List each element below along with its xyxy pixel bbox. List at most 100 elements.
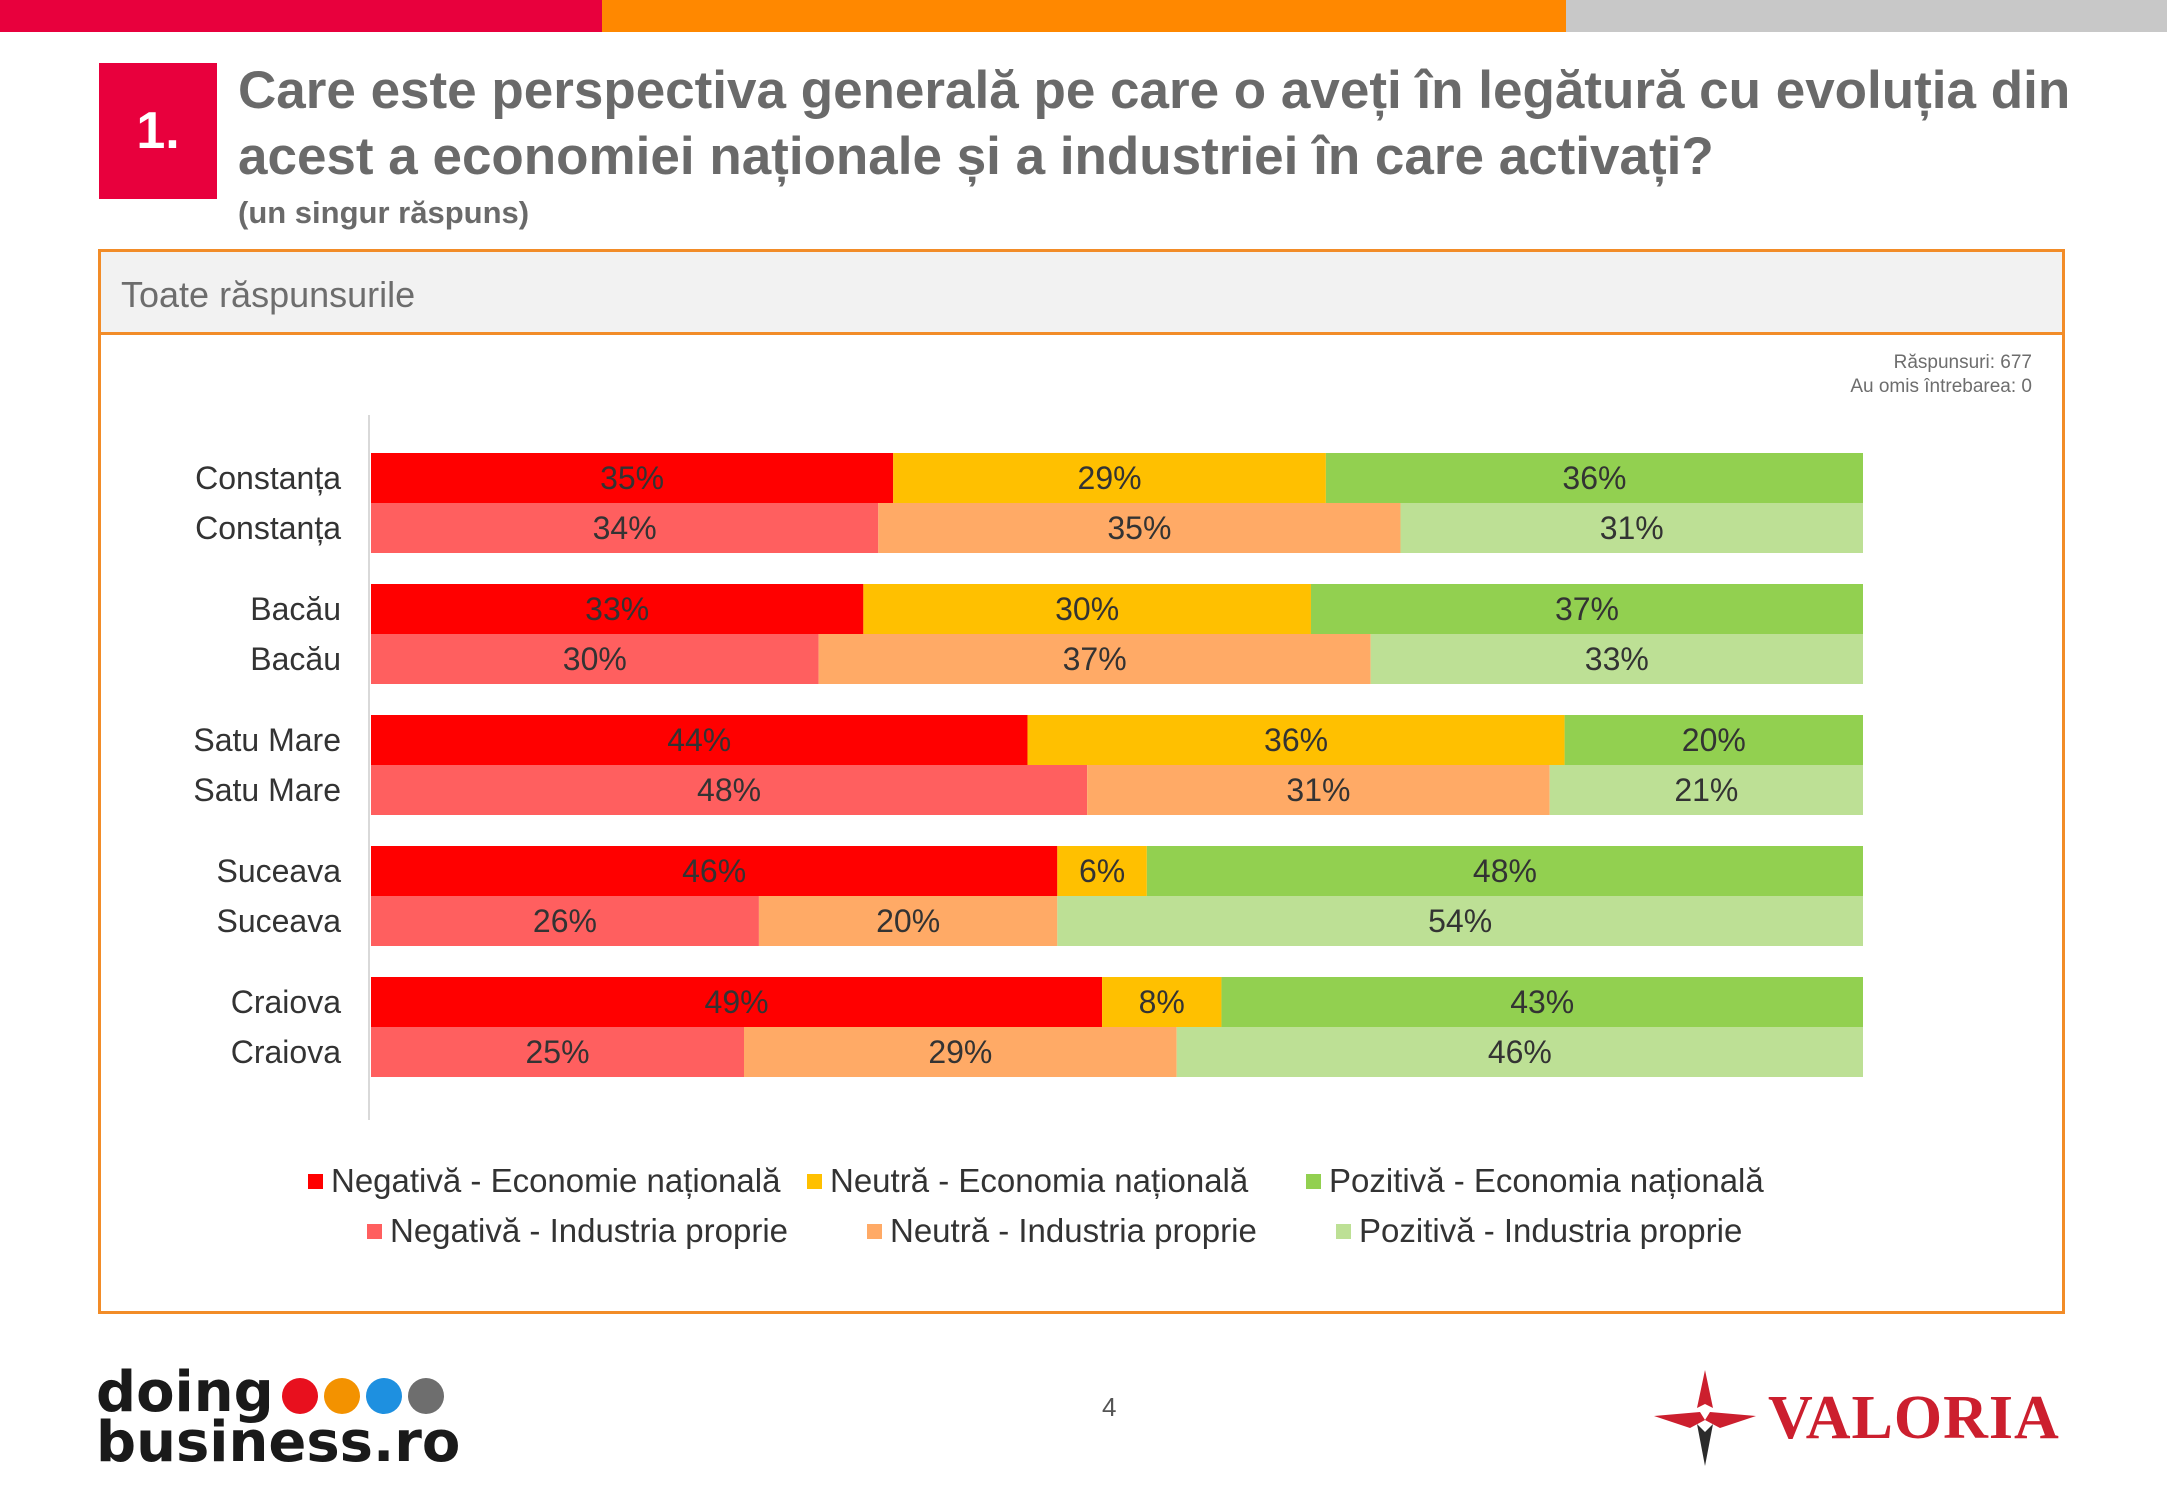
bar-segment [818,634,1371,684]
data-label: 25% [525,1034,589,1070]
logo-word-business: business.ro [96,1410,461,1475]
bar-segment [1057,896,1863,946]
bar-segment [1102,977,1222,1027]
legend-item: Pozitivă - Economia națională [1306,1162,1764,1200]
bar-segment [1400,503,1863,553]
legend-label: Pozitivă - Economia națională [1329,1162,1764,1199]
slide-title: Care este perspectiva generală pe care o… [238,61,2071,186]
bar-segment [863,584,1311,634]
category-label: Constanța [195,510,341,546]
slide-number-badge: 1. [99,63,217,199]
category-label: Satu Mare [193,772,341,808]
legend-swatch [308,1173,323,1189]
data-label: 48% [697,772,761,808]
data-label: 29% [1078,460,1142,496]
bar-segment [1176,1027,1863,1077]
category-label: Constanța [195,460,341,496]
bar-segment [371,846,1058,896]
bar-segment [371,977,1103,1027]
legend-label: Neutră - Industria proprie [890,1212,1257,1249]
category-label: Satu Mare [193,722,341,758]
bar-segment [1087,765,1550,815]
bar-segment [371,765,1088,815]
bar-segment [1564,715,1863,765]
legend-label: Negativă - Industria proprie [390,1212,789,1249]
valoria-logo: VALORIA [1650,1368,2060,1468]
panel-header-title: Toate răspunsurile [121,274,416,315]
responses-count: Răspunsuri: 677 [1893,352,2032,373]
bar-segment [1549,765,1863,815]
legend-label: Neutră - Economia națională [830,1162,1249,1199]
data-label: 21% [1674,772,1738,808]
data-label: 37% [1063,641,1127,677]
data-label: 44% [667,722,731,758]
valoria-emblem-icon [1654,1370,1756,1466]
data-label: 33% [1585,641,1649,677]
data-label: 34% [593,510,657,546]
skipped-count: Au omis întrebarea: 0 [1850,376,2032,397]
bar-segment [371,715,1028,765]
bar-segment [1057,846,1147,896]
data-label: 35% [1107,510,1171,546]
category-label: Bacău [250,591,341,627]
bar-segment [371,453,894,503]
category-label: Bacău [250,641,341,677]
slide-subtitle: (un singur răspuns) [238,195,530,230]
bar-segment [371,584,864,634]
legend-label: Negativă - Economie națională [331,1162,781,1199]
top-bar-orange [602,0,1566,32]
bar-segment [1027,715,1565,765]
bar-segment [1221,977,1863,1027]
category-label: Craiova [231,984,341,1020]
doingbusiness-logo: doing business.ro [96,1365,461,1475]
data-label: 46% [682,853,746,889]
logo-dot-3 [365,1377,402,1414]
data-label: 8% [1139,984,1185,1020]
bar-segment [371,503,879,553]
data-label: 20% [1682,722,1746,758]
data-label: 31% [1600,510,1664,546]
data-label: 43% [1510,984,1574,1020]
data-label: 20% [876,903,940,939]
legend-item: Pozitivă - Industria proprie [1336,1212,1742,1250]
bar-segment [371,896,759,946]
chart-panel: Toate răspunsurile Răspunsuri: 677 Au om… [98,249,2065,1314]
data-label: 37% [1555,591,1619,627]
logo-dot-1 [281,1377,318,1414]
category-label: Suceava [216,903,341,939]
data-label: 30% [1055,591,1119,627]
data-label: 36% [1264,722,1328,758]
legend-item: Negativă - Industria proprie [367,1212,788,1250]
valoria-wordmark: VALORIA [1768,1383,2060,1452]
legend-swatch [1336,1223,1351,1239]
data-label: 54% [1428,903,1492,939]
logo-dots-icon [281,1377,444,1414]
logo-word-doing: doing [96,1360,274,1425]
data-label: 33% [585,591,649,627]
bar-segment [1325,453,1863,503]
data-label: 31% [1286,772,1350,808]
data-label: 36% [1562,460,1626,496]
legend-item: Neutră - Industria proprie [867,1212,1257,1250]
stacked-bar-chart: Constanța 35% 29% 36% Constanța 34% 35% 31% Bacă… [193,415,1863,1120]
bar-segment [878,503,1401,553]
legend-item: Neutră - Economia națională [807,1162,1248,1200]
legend-swatch [867,1223,882,1239]
data-label: 30% [563,641,627,677]
data-label: 46% [1488,1034,1552,1070]
legend-swatch [367,1223,382,1239]
data-label: 26% [533,903,597,939]
legend-label: Pozitivă - Industria proprie [1359,1212,1743,1249]
legend-swatch [807,1173,822,1189]
bar-segment [371,1027,744,1077]
bar-segment [371,634,819,684]
logo-dot-2 [323,1377,360,1414]
bar-segment [758,896,1058,946]
panel-header: Toate răspunsurile [101,252,2062,335]
bar-segment [893,453,1326,503]
category-label: Suceava [216,853,341,889]
page-number: 4 [1102,1392,1117,1422]
bar-segment [1370,634,1863,684]
bar-segment [1310,584,1863,634]
legend-item: Negativă - Economie națională [308,1162,780,1200]
